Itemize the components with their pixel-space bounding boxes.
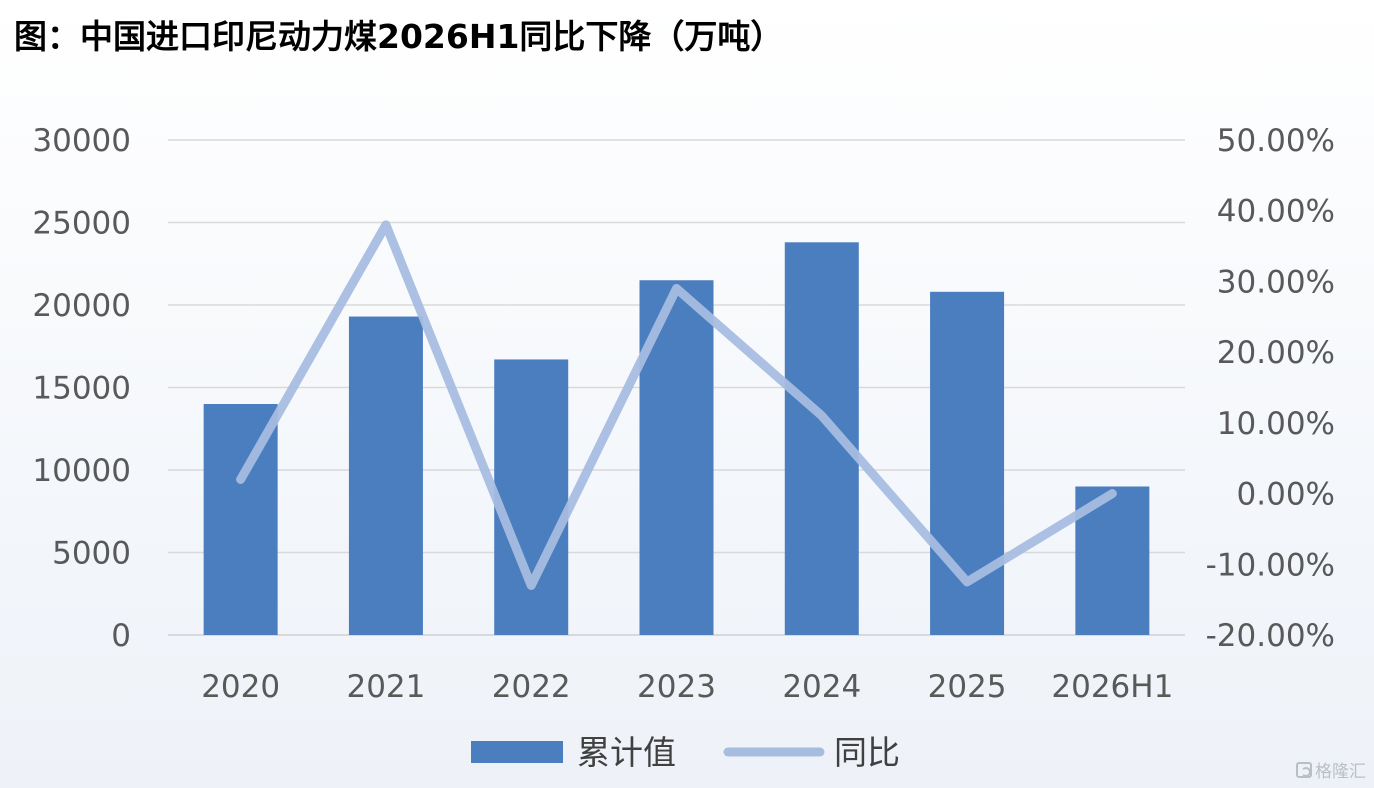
bar-series bbox=[203, 242, 1150, 636]
gelonghui-logo-icon bbox=[1296, 761, 1312, 778]
left-tick-label: 5000 bbox=[52, 536, 131, 572]
left-tick-label: 10000 bbox=[32, 453, 131, 489]
left-tick-label: 20000 bbox=[32, 288, 131, 324]
x-tick-label: 2025 bbox=[928, 669, 1007, 705]
x-tick-label: 2024 bbox=[782, 669, 861, 705]
x-tick-label: 2020 bbox=[201, 669, 280, 705]
legend: 累计值 同比 bbox=[471, 733, 900, 772]
legend-bar-label: 累计值 bbox=[577, 733, 676, 772]
watermark-text: 格隆汇 bbox=[1315, 762, 1366, 782]
left-axis-ticks: 0 5000 10000 15000 20000 25000 30000 bbox=[32, 123, 131, 654]
watermark: 格隆汇 bbox=[1296, 757, 1366, 782]
chart-title: 图：中国进口印尼动力煤2026H1同比下降（万吨） bbox=[14, 17, 784, 56]
x-tick-label: 2026H1 bbox=[1051, 669, 1173, 705]
yoy-point bbox=[966, 581, 968, 583]
right-tick-label: 50.00% bbox=[1217, 123, 1335, 159]
right-tick-label: 30.00% bbox=[1217, 264, 1335, 300]
right-tick-label: 20.00% bbox=[1217, 335, 1335, 371]
left-tick-label: 15000 bbox=[32, 371, 131, 407]
legend-bar-swatch bbox=[471, 741, 563, 763]
x-tick-label: 2023 bbox=[637, 669, 716, 705]
yoy-point bbox=[385, 224, 387, 226]
right-tick-label: -20.00% bbox=[1206, 618, 1335, 654]
right-tick-label: 10.00% bbox=[1217, 406, 1335, 442]
right-axis-ticks: -20.00% -10.00% 0.00% 10.00% 20.00% 30.00% 40.… bbox=[1206, 123, 1335, 654]
legend-line-label: 同比 bbox=[834, 733, 900, 772]
x-axis-ticks: 2020 2021 2022 2023 2024 2025 2026H1 bbox=[201, 669, 1173, 705]
yoy-point bbox=[530, 585, 532, 586]
yoy-point bbox=[1111, 493, 1113, 495]
x-tick-label: 2022 bbox=[492, 669, 571, 705]
yoy-point bbox=[821, 415, 823, 417]
bar bbox=[348, 316, 423, 635]
left-tick-label: 25000 bbox=[32, 206, 131, 242]
right-tick-label: -10.00% bbox=[1206, 547, 1335, 583]
right-tick-label: 40.00% bbox=[1217, 194, 1335, 230]
left-tick-label: 0 bbox=[111, 618, 131, 654]
yoy-point bbox=[240, 478, 242, 480]
right-tick-label: 0.00% bbox=[1237, 477, 1335, 513]
left-tick-label: 30000 bbox=[32, 123, 131, 159]
bar bbox=[494, 359, 569, 635]
yoy-point bbox=[676, 288, 677, 289]
line-series bbox=[236, 220, 1117, 590]
x-tick-label: 2021 bbox=[346, 669, 425, 705]
